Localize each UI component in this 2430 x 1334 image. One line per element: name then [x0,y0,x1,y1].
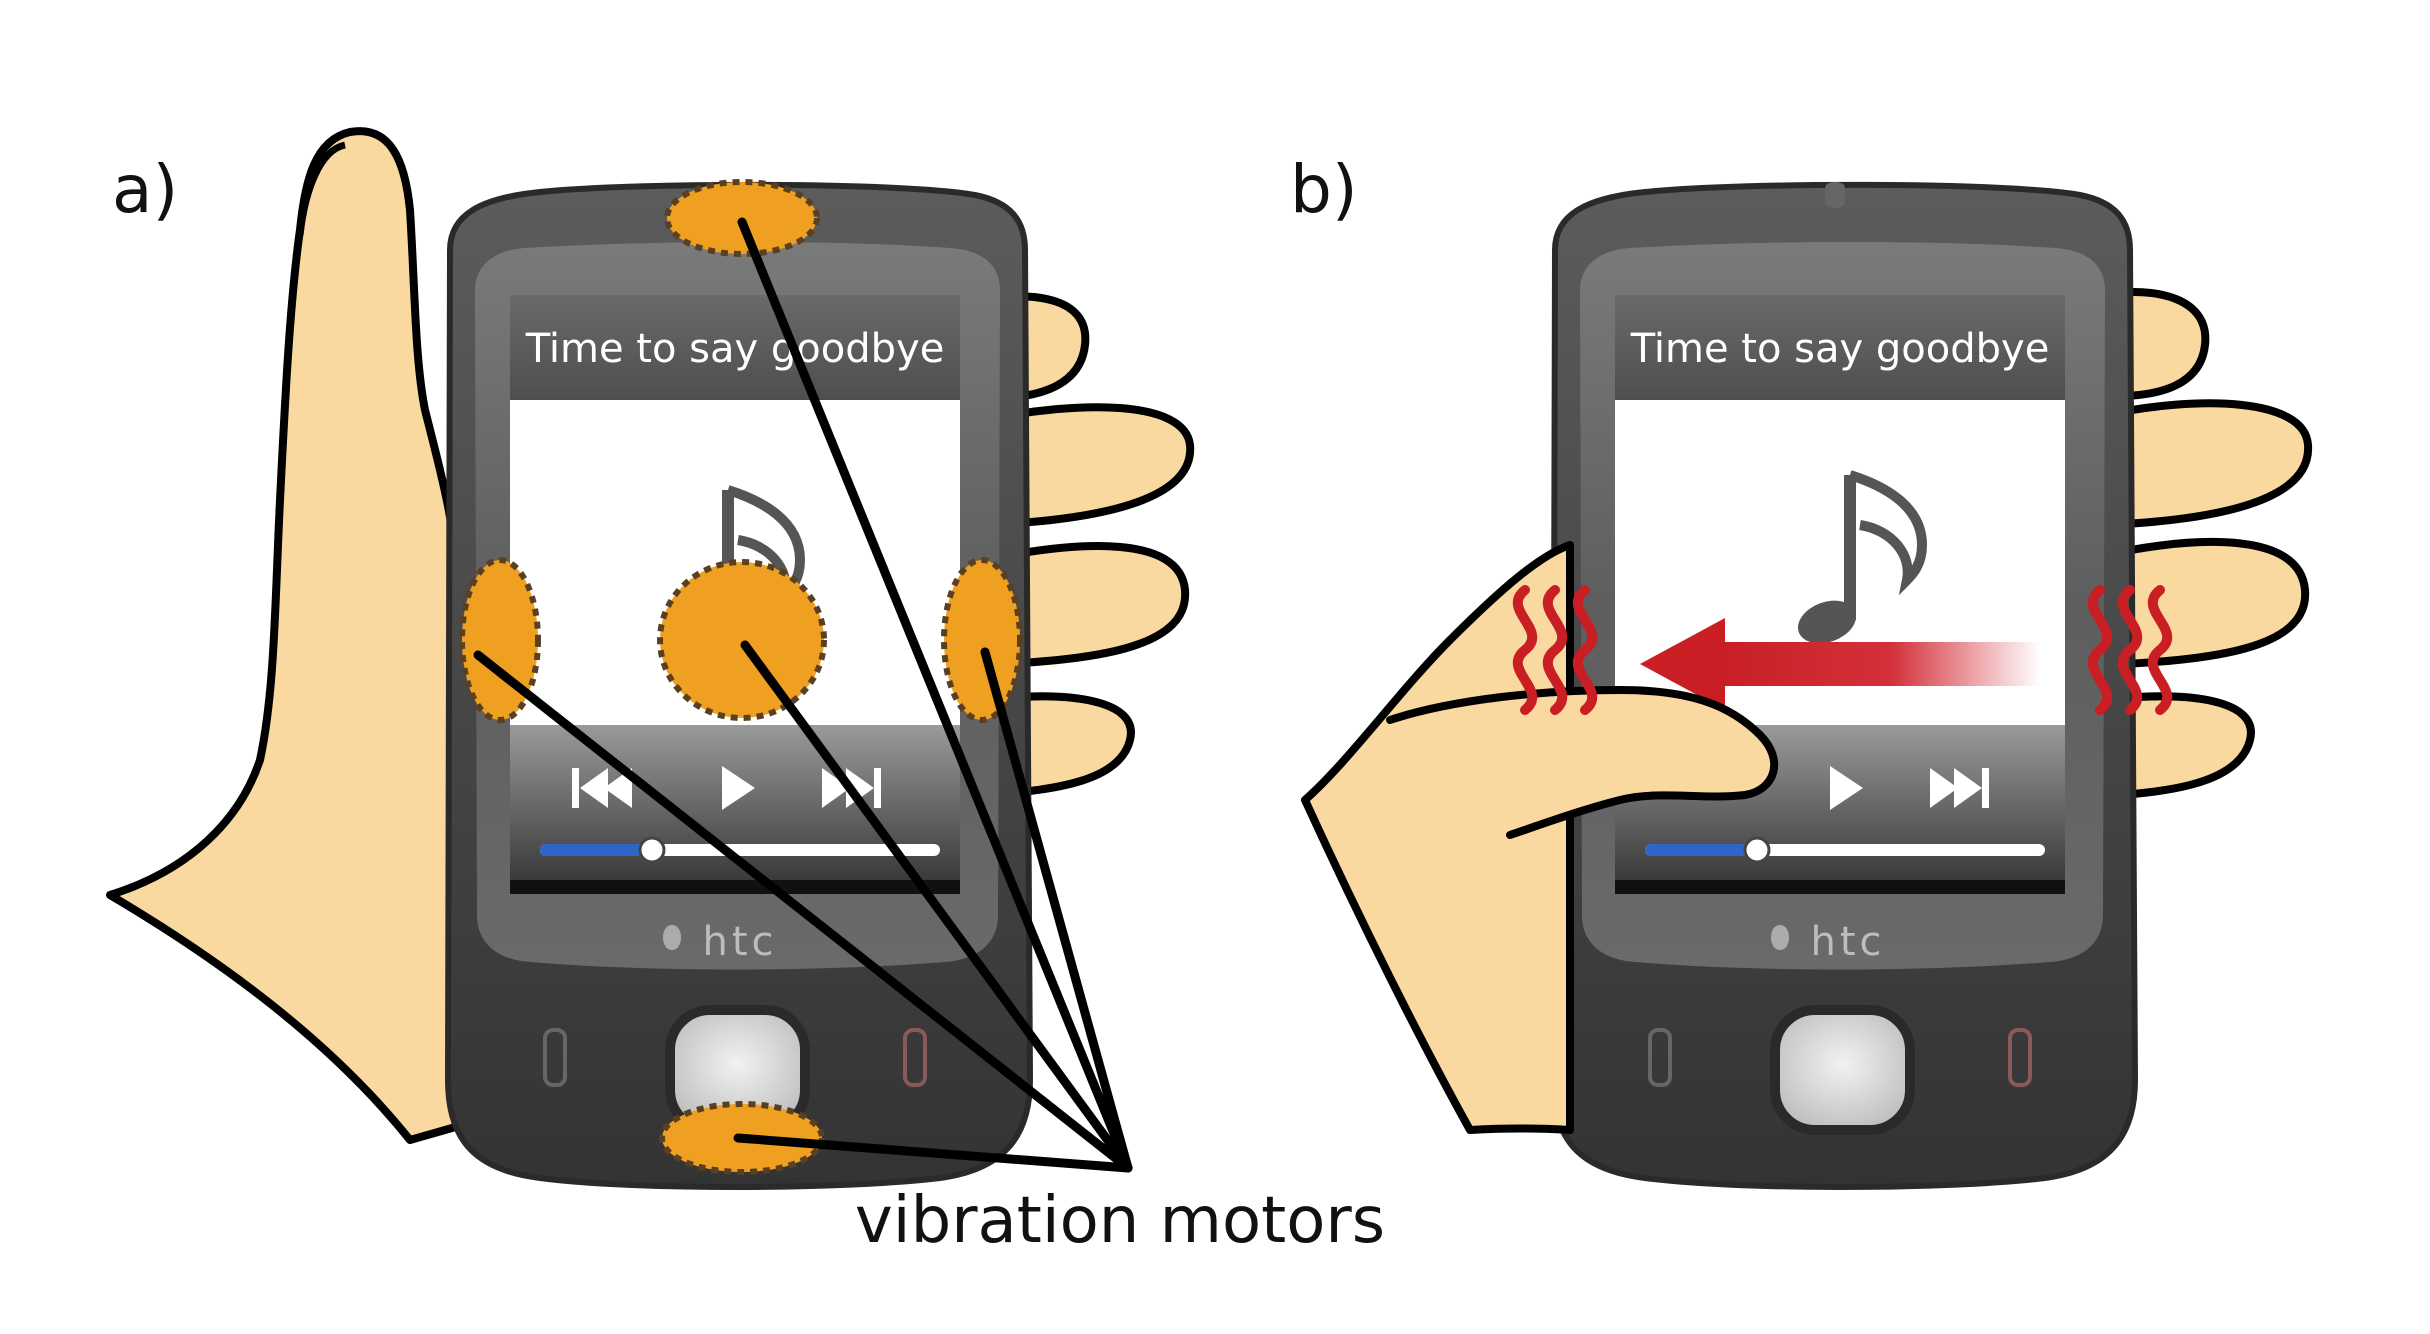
panel-b-end-key-icon[interactable] [2008,1028,2032,1087]
panel-a-vibration-motors [459,179,1023,1175]
panel-b: b) Time to say goodbye [1290,151,2313,1190]
panel-b-htc-logo-icon [1771,925,1789,950]
panel-a-thumbnail [296,141,347,236]
panel-a-pointer-lines [473,217,1133,1173]
panel-a-call-key-icon[interactable] [543,1028,567,1087]
panel-a-title-bar [510,295,960,400]
motor-right [941,557,1023,723]
vibration-motors-label: vibration motors [855,1184,1385,1258]
panel-a-screen-bottom [510,880,960,894]
panel-a-brand: htc [702,919,777,965]
panel-b-earpiece-icon [1825,182,1845,208]
panel-b-next-icon[interactable] [1930,768,1989,808]
panel-b-vibration-left-icon [1512,585,1598,715]
panel-a-progress-knob[interactable] [638,836,666,864]
panel-b-vibration-right-icon [2087,585,2173,715]
panel-a-thumb [106,127,484,1144]
panel-b-hand [1301,541,1574,1134]
panel-b-brand: htc [1810,919,1885,965]
panel-b-song-title: Time to say goodbye [1630,326,2050,372]
panel-b-swiping-thumb [1386,686,1779,839]
motor-left [459,557,541,723]
panel-a-progress-fill [540,844,652,856]
panel-a: a) Time to say goodbye [106,127,1195,1190]
panel-a-htc-logo-icon [663,925,681,950]
panel-b-progress-fill [1645,844,1757,856]
panel-a-prev-icon[interactable] [572,768,632,808]
panel-b-screen-bottom [1615,880,2065,894]
panel-b-call-key-icon[interactable] [1648,1028,1672,1087]
panel-a-label: a) [112,151,178,228]
panel-a-end-key-icon[interactable] [903,1028,927,1087]
motor-center [657,559,827,721]
panel-b-label: b) [1290,151,1358,228]
panel-a-song-title: Time to say goodbye [525,326,945,372]
panel-a-play-icon[interactable] [722,766,755,810]
panel-b-progress-knob[interactable] [1743,836,1771,864]
panel-b-dpad-icon[interactable] [1770,1005,1915,1135]
panel-b-swipe-arrow-icon [1640,618,2040,710]
panel-b-music-note-icon [1797,470,1928,644]
panel-b-play-icon[interactable] [1830,766,1863,810]
panel-b-title-bar [1615,295,2065,400]
